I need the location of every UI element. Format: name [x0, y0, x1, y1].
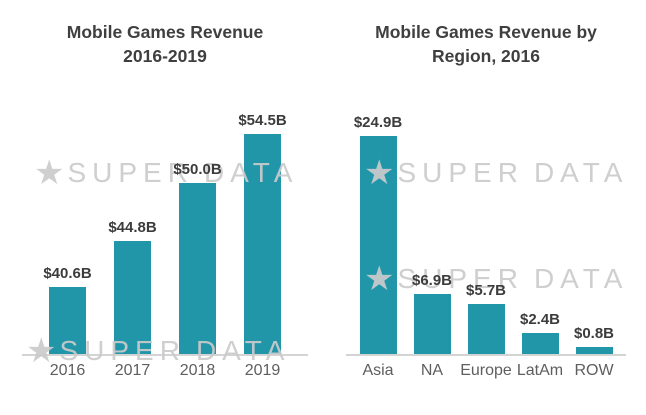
bar-group-LatAm: $2.4B: [519, 311, 561, 355]
bar-group-2017: $44.8B: [108, 219, 157, 355]
bar-2018: [179, 183, 216, 355]
chart-title-left-line1: Mobile Games Revenue: [66, 22, 264, 42]
bar-group-Europe: $5.7B: [465, 282, 507, 355]
chart-title-left-line2: 2016-2019: [123, 46, 207, 67]
bar-value-label-Asia: $24.9B: [353, 114, 403, 132]
chart-title-right: Mobile Games Revenue by Region, 2016: [346, 14, 626, 68]
x-axis-label-LatAm: LatAm: [516, 362, 564, 380]
x-axis-label-NA: NA: [420, 362, 444, 380]
bar-value-label-2018: $50.0B: [173, 161, 222, 179]
bar-group-ROW: $0.8B: [573, 325, 615, 355]
bar-value-label-Europe: $5.7B: [465, 282, 507, 300]
bar-2019: [244, 134, 281, 355]
x-axis-labels-left: 2016 2017 2018 2019: [22, 362, 308, 380]
bar-2016: [49, 287, 86, 355]
bar-Europe: [467, 304, 505, 355]
chart-revenue-by-region: Mobile Games Revenue by Region, 2016 $24…: [346, 14, 626, 380]
bar-value-label-2016: $40.6B: [43, 265, 92, 283]
bar-group-NA: $6.9B: [411, 272, 453, 355]
chart-title-left: Mobile Games Revenue 2016-2019: [22, 14, 308, 68]
x-axis-label-2018: 2018: [179, 362, 216, 380]
chart-title-right-line2: Region, 2016: [432, 46, 540, 67]
x-axis-label-2019: 2019: [244, 362, 281, 380]
x-axis-label-ROW: ROW: [574, 362, 614, 380]
bar-group-2018: $50.0B: [173, 161, 222, 355]
bar-group-2019: $54.5B: [238, 112, 287, 355]
bar-LatAm: [521, 333, 559, 355]
plot-area-right: $24.9B $6.9B $5.7B $2.4B $0.8B: [346, 104, 626, 357]
bar-Asia: [359, 136, 397, 355]
x-axis-labels-right: Asia NA Europe LatAm ROW: [346, 362, 626, 380]
x-axis-label-Asia: Asia: [362, 362, 394, 380]
bar-group-2016: $40.6B: [43, 265, 92, 355]
plot-area-left: $40.6B $44.8B $50.0B $54.5B: [22, 104, 308, 357]
bar-value-label-2017: $44.8B: [108, 219, 157, 237]
bar-value-label-ROW: $0.8B: [573, 325, 615, 343]
bar-NA: [413, 294, 451, 355]
bar-2017: [114, 241, 151, 355]
bar-group-Asia: $24.9B: [354, 114, 402, 355]
x-axis-label-2017: 2017: [114, 362, 151, 380]
bar-value-label-LatAm: $2.4B: [519, 311, 561, 329]
bar-value-label-NA: $6.9B: [411, 272, 453, 290]
chart-revenue-by-year: Mobile Games Revenue 2016-2019 $40.6B $44…: [22, 14, 308, 380]
x-axis-label-2016: 2016: [49, 362, 86, 380]
x-axis-label-Europe: Europe: [460, 362, 512, 380]
bar-ROW: [575, 347, 613, 355]
chart-title-right-line1: Mobile Games Revenue by: [375, 22, 597, 42]
bar-value-label-2019: $54.5B: [238, 112, 287, 130]
